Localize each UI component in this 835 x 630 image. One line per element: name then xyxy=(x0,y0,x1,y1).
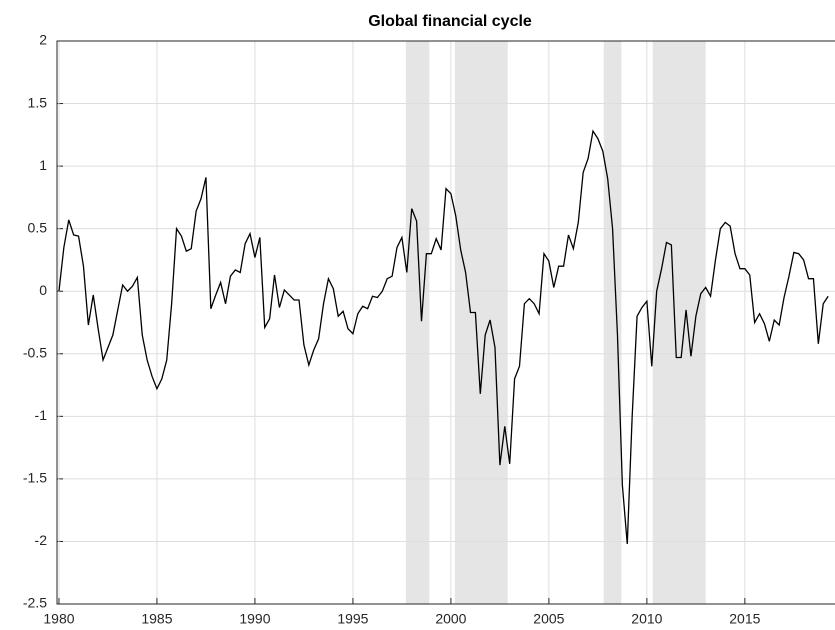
y-tick-label: 2 xyxy=(39,32,47,48)
x-tick-label: 2015 xyxy=(729,611,760,627)
shaded-region xyxy=(405,41,430,604)
shaded-region xyxy=(652,41,706,604)
y-tick-label: -2 xyxy=(35,532,48,548)
y-tick-label: -1 xyxy=(35,407,48,423)
x-tick-label: 1995 xyxy=(337,611,368,627)
x-tick-label: 1980 xyxy=(43,611,74,627)
y-tick-label: 1.5 xyxy=(28,94,48,110)
y-tick-label: 0 xyxy=(39,282,47,298)
x-tick-label: 1985 xyxy=(141,611,172,627)
y-tick-label: -0.5 xyxy=(23,344,47,360)
x-tick-label: 2000 xyxy=(435,611,466,627)
chart-title: Global financial cycle xyxy=(368,13,532,30)
axes-box xyxy=(56,40,835,605)
x-tick-label: 2005 xyxy=(533,611,564,627)
y-tick-label: -1.5 xyxy=(23,470,47,486)
y-tick-label: 0.5 xyxy=(28,219,48,235)
x-tick-label: 1990 xyxy=(239,611,270,627)
y-tick-label: -2.5 xyxy=(23,595,47,611)
data-line xyxy=(58,129,829,545)
plot-area xyxy=(57,41,835,604)
shaded-region xyxy=(454,41,508,604)
x-tick-label: 2010 xyxy=(631,611,662,627)
y-tick-label: 1 xyxy=(39,157,47,173)
shaded-region xyxy=(603,41,622,604)
